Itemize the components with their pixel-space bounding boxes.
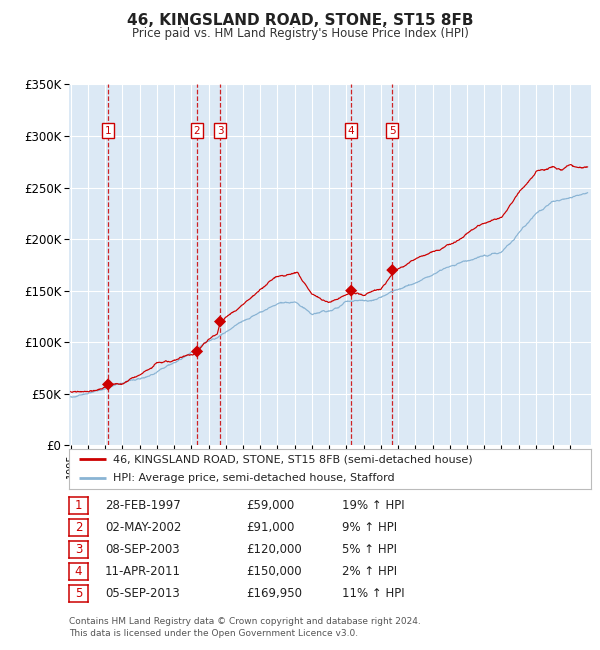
Text: 46, KINGSLAND ROAD, STONE, ST15 8FB (semi-detached house): 46, KINGSLAND ROAD, STONE, ST15 8FB (sem… (113, 454, 473, 464)
Text: 1: 1 (105, 126, 112, 136)
Text: 3: 3 (217, 126, 223, 136)
Text: 5: 5 (75, 587, 82, 600)
Text: 4: 4 (348, 126, 355, 136)
Text: Contains HM Land Registry data © Crown copyright and database right 2024.
This d: Contains HM Land Registry data © Crown c… (69, 617, 421, 638)
Text: 08-SEP-2003: 08-SEP-2003 (105, 543, 179, 556)
Text: 2: 2 (194, 126, 200, 136)
Text: £91,000: £91,000 (246, 521, 295, 534)
Text: £59,000: £59,000 (246, 499, 294, 512)
Text: 5: 5 (389, 126, 395, 136)
Text: 05-SEP-2013: 05-SEP-2013 (105, 587, 180, 600)
Text: £169,950: £169,950 (246, 587, 302, 600)
Text: 1: 1 (75, 499, 82, 512)
Point (346, 285, 356, 296)
Text: 11-APR-2011: 11-APR-2011 (105, 565, 181, 578)
Text: £120,000: £120,000 (246, 543, 302, 556)
Text: 4: 4 (75, 565, 82, 578)
Text: HPI: Average price, semi-detached house, Stafford: HPI: Average price, semi-detached house,… (113, 473, 395, 483)
Text: 3: 3 (75, 543, 82, 556)
Point (103, 379, 113, 389)
Text: 5% ↑ HPI: 5% ↑ HPI (342, 543, 397, 556)
Text: £150,000: £150,000 (246, 565, 302, 578)
Point (388, 265, 397, 276)
Text: 02-MAY-2002: 02-MAY-2002 (105, 521, 181, 534)
Text: 19% ↑ HPI: 19% ↑ HPI (342, 499, 404, 512)
Text: 2: 2 (75, 521, 82, 534)
Text: 9% ↑ HPI: 9% ↑ HPI (342, 521, 397, 534)
Text: Price paid vs. HM Land Registry's House Price Index (HPI): Price paid vs. HM Land Registry's House … (131, 27, 469, 40)
Text: 46, KINGSLAND ROAD, STONE, ST15 8FB: 46, KINGSLAND ROAD, STONE, ST15 8FB (127, 13, 473, 28)
Text: 2% ↑ HPI: 2% ↑ HPI (342, 565, 397, 578)
Point (215, 317, 225, 327)
Point (192, 346, 202, 357)
Text: 11% ↑ HPI: 11% ↑ HPI (342, 587, 404, 600)
Text: 28-FEB-1997: 28-FEB-1997 (105, 499, 181, 512)
